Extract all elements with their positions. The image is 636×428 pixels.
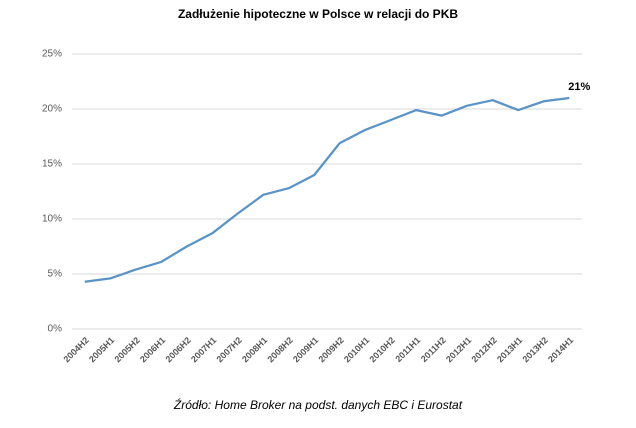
x-tick-label: 2012H1 — [444, 335, 473, 364]
x-tick-label: 2010H1 — [342, 335, 371, 364]
x-tick-label: 2008H2 — [265, 335, 294, 364]
x-tick-label: 2006H1 — [138, 335, 167, 364]
y-tick-label: 25% — [42, 49, 62, 60]
y-tick-label: 0% — [48, 324, 63, 335]
value-label: 21% — [568, 81, 590, 93]
x-tick-label: 2010H2 — [367, 335, 396, 364]
y-tick-label: 15% — [42, 159, 62, 170]
y-tick-label: 5% — [48, 269, 63, 280]
chart-title: Zadłużenie hipoteczne w Polsce w relacji… — [178, 7, 458, 21]
y-tick-label: 10% — [42, 214, 62, 225]
data-line — [84, 96, 570, 283]
source-note: Źródło: Home Broker na podst. danych EBC… — [173, 397, 463, 412]
x-tick-label: 2009H1 — [291, 335, 320, 364]
x-tick-label: 2008H1 — [240, 335, 269, 364]
x-tick-label: 2011H2 — [419, 335, 448, 364]
x-tick-label: 2009H2 — [316, 335, 345, 364]
x-tick-label: 2012H2 — [469, 335, 498, 364]
x-tick-label: 2006H2 — [163, 335, 192, 364]
x-tick-label: 2005H2 — [112, 335, 141, 364]
x-tick-label: 2011H1 — [393, 335, 422, 364]
y-tick-label: 20% — [42, 104, 62, 115]
x-tick-label: 2014H1 — [546, 335, 575, 364]
x-tick-label: 2013H2 — [520, 335, 549, 364]
x-tick-label: 2004H2 — [61, 335, 90, 364]
x-tick-label: 2007H2 — [214, 335, 243, 364]
x-tick-label: 2007H1 — [189, 335, 218, 364]
x-tick-label: 2013H1 — [495, 335, 524, 364]
x-tick-label: 2005H1 — [87, 335, 116, 364]
